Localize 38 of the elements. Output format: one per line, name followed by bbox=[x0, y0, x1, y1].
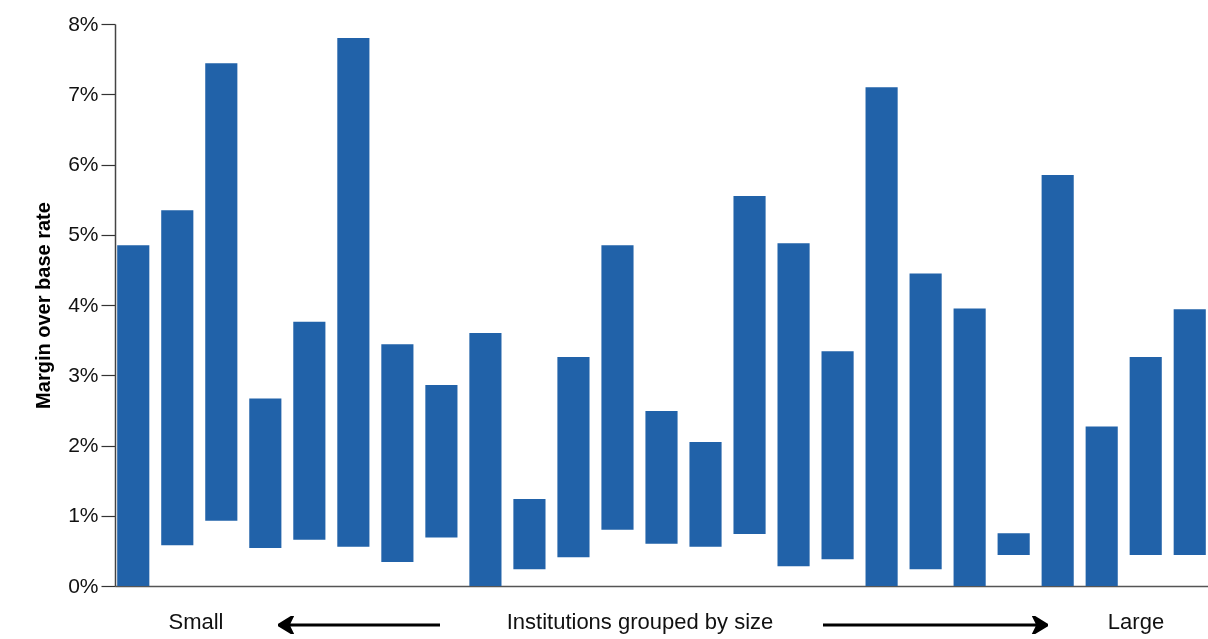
bar bbox=[381, 344, 414, 563]
bar bbox=[953, 308, 986, 586]
y-tick-label: 2% bbox=[68, 433, 99, 456]
bar bbox=[733, 196, 766, 535]
bar bbox=[1173, 309, 1206, 556]
bar bbox=[777, 243, 810, 567]
bar bbox=[425, 385, 458, 538]
bar bbox=[821, 351, 854, 560]
bar bbox=[293, 321, 326, 540]
bar bbox=[601, 245, 634, 530]
bar bbox=[513, 498, 546, 570]
y-tick-label: 8% bbox=[68, 11, 99, 35]
y-tick-label: 0% bbox=[68, 573, 99, 597]
bar bbox=[337, 38, 370, 547]
bar bbox=[689, 441, 722, 547]
bar bbox=[1085, 426, 1118, 586]
y-tick-label: 4% bbox=[68, 292, 99, 316]
y-axis-title: Margin over base rate bbox=[32, 202, 55, 409]
y-tick-label: 5% bbox=[68, 222, 99, 246]
text: Large bbox=[1107, 609, 1165, 635]
text: Small bbox=[168, 609, 224, 635]
bar bbox=[865, 87, 898, 586]
bar bbox=[469, 333, 502, 586]
bar bbox=[1129, 356, 1162, 556]
bar bbox=[997, 533, 1030, 556]
x-axis-title: Institutions grouped by size bbox=[506, 609, 774, 635]
y-tick-label: 6% bbox=[68, 152, 99, 175]
bar bbox=[161, 210, 194, 546]
bar bbox=[1041, 175, 1074, 586]
bar bbox=[557, 356, 590, 558]
y-tick-label: 1% bbox=[68, 503, 99, 527]
bar bbox=[205, 63, 238, 521]
bar bbox=[117, 245, 150, 586]
bar bbox=[249, 398, 282, 549]
bar bbox=[909, 273, 942, 570]
y-tick-label: 7% bbox=[68, 81, 99, 105]
bar bbox=[645, 411, 678, 544]
y-tick-label: 3% bbox=[68, 362, 99, 386]
